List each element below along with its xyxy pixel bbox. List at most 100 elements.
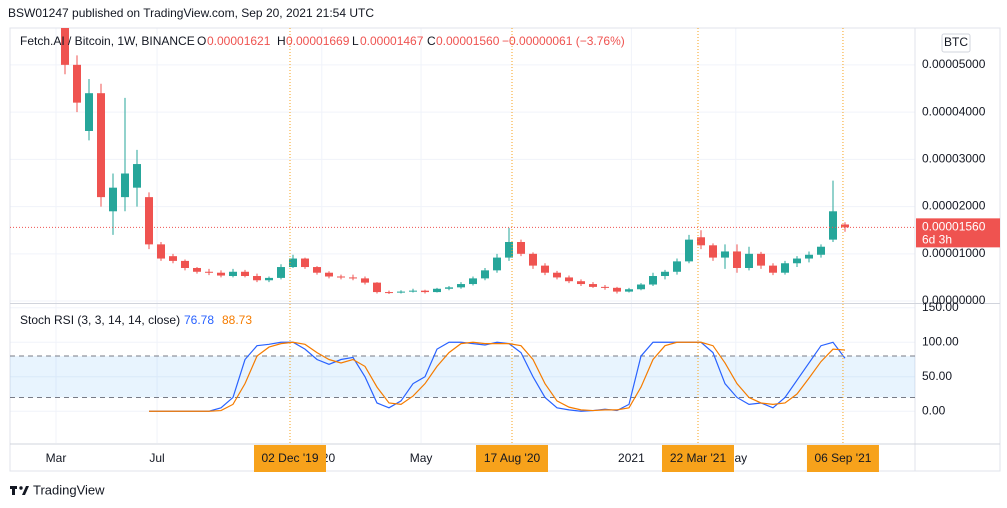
candle-body <box>829 211 837 240</box>
ohlc-value: 0.00001669 <box>286 34 350 48</box>
candle-body <box>709 245 717 258</box>
candle-body <box>805 254 813 259</box>
publisher: BSW01247 published on TradingView.com, S… <box>8 6 374 20</box>
candle-body <box>217 272 225 276</box>
candle-body <box>457 284 465 288</box>
candle-body <box>109 187 117 212</box>
candle-body <box>529 253 537 266</box>
price-pane <box>61 28 849 294</box>
candle-body <box>349 277 357 279</box>
candle-body <box>541 265 549 273</box>
candle-body <box>781 263 789 273</box>
candle-body <box>661 271 669 277</box>
candle-body <box>493 257 501 271</box>
y-tick-label: 50.00 <box>922 369 952 383</box>
ohlc-label: C <box>427 34 436 48</box>
ohlc-value: 0.00001467 <box>360 34 424 48</box>
x-tick-label: 2021 <box>618 451 645 465</box>
candle-body <box>61 28 69 65</box>
candle-body <box>649 276 657 285</box>
candle-body <box>601 286 609 288</box>
candle-body <box>301 258 309 268</box>
candle-body <box>421 290 429 293</box>
indicator-line <box>149 341 846 412</box>
candle-body <box>205 271 213 273</box>
candle-body <box>721 251 729 258</box>
candle-body <box>97 93 105 198</box>
candle-body <box>625 289 633 292</box>
countdown: 6d 3h <box>922 233 952 247</box>
candle-body <box>793 258 801 264</box>
change: −0.00000061 (−3.76%) <box>502 34 625 48</box>
y-tick-label: 150.00 <box>922 300 959 314</box>
ohlc-label: O <box>197 34 206 48</box>
y-tick-label: 0.00004000 <box>922 104 986 118</box>
indicator-value: 76.78 <box>184 313 214 327</box>
y-tick-label: 0.00001000 <box>922 246 986 260</box>
x-tick-label: Jul <box>149 451 164 465</box>
last-price-label: 0.00001560 <box>922 220 986 234</box>
currency-button[interactable] <box>941 33 971 53</box>
candle-body <box>697 237 705 246</box>
candle-body <box>613 287 621 292</box>
candle-body <box>733 251 741 268</box>
y-tick-label: 0.00000000 <box>922 293 986 307</box>
candle-body <box>193 267 201 272</box>
date-marker-label: 22 Mar '21 <box>670 451 727 465</box>
indicator-line <box>149 341 846 412</box>
candle-body <box>469 278 477 285</box>
ohlc-label: L <box>352 34 359 48</box>
candle-body <box>685 239 693 262</box>
candle-body <box>517 242 525 254</box>
y-tick-label: 0.00003000 <box>922 152 986 166</box>
chart-title: Fetch.AI / Bitcoin, 1W, BINANCE <box>20 34 195 48</box>
footer-brand: TradingView <box>33 482 105 497</box>
candle-body <box>337 276 345 278</box>
currency[interactable]: BTC <box>944 35 968 49</box>
date-marker-label: 17 Aug '20 <box>484 451 541 465</box>
candle-body <box>433 288 441 293</box>
candle-body <box>169 256 177 261</box>
rsi-pane <box>10 341 915 412</box>
candle-body <box>157 244 165 259</box>
candle-body <box>481 270 489 279</box>
y-tick-label: 100.00 <box>922 334 959 348</box>
date-marker-box <box>662 445 734 472</box>
candle-body <box>277 267 285 278</box>
candle-body <box>589 284 597 287</box>
x-tick-label: May <box>410 451 433 465</box>
y-tick-label: 0.00 <box>922 403 946 417</box>
candle-body <box>553 272 561 278</box>
candle-body <box>445 287 453 289</box>
candle-body <box>133 164 141 188</box>
candle-body <box>769 265 777 273</box>
date-marker-box <box>476 445 548 472</box>
candle-body <box>85 93 93 131</box>
candle-body <box>745 253 753 268</box>
candle-body <box>145 197 153 245</box>
date-marker-box <box>806 445 879 472</box>
ohlc-value: 0.00001560 <box>436 34 500 48</box>
candle-body <box>289 258 297 268</box>
y-tick-label: 0.00005000 <box>922 57 986 71</box>
candle-body <box>181 260 189 268</box>
candle-body <box>265 277 273 281</box>
candle-body <box>73 64 81 103</box>
date-marker-label: 06 Sep '21 <box>814 451 871 465</box>
candle-body <box>397 291 405 293</box>
candle-body <box>325 272 333 277</box>
candle-body <box>313 267 321 273</box>
candle-body <box>409 290 417 292</box>
candle-body <box>841 224 849 228</box>
candle-body <box>673 261 681 272</box>
band-fill <box>10 356 915 398</box>
ohlc-label: H <box>277 34 286 48</box>
overlay: 0.00000000 0.00001000 0.00002000 0.00003000… <box>10 28 1000 472</box>
candle-body <box>385 292 393 294</box>
candle-body <box>121 173 129 198</box>
x-tick-label: Mar <box>46 451 67 465</box>
candle-body <box>373 282 381 293</box>
y-tick-label: 0.00002000 <box>922 199 986 213</box>
